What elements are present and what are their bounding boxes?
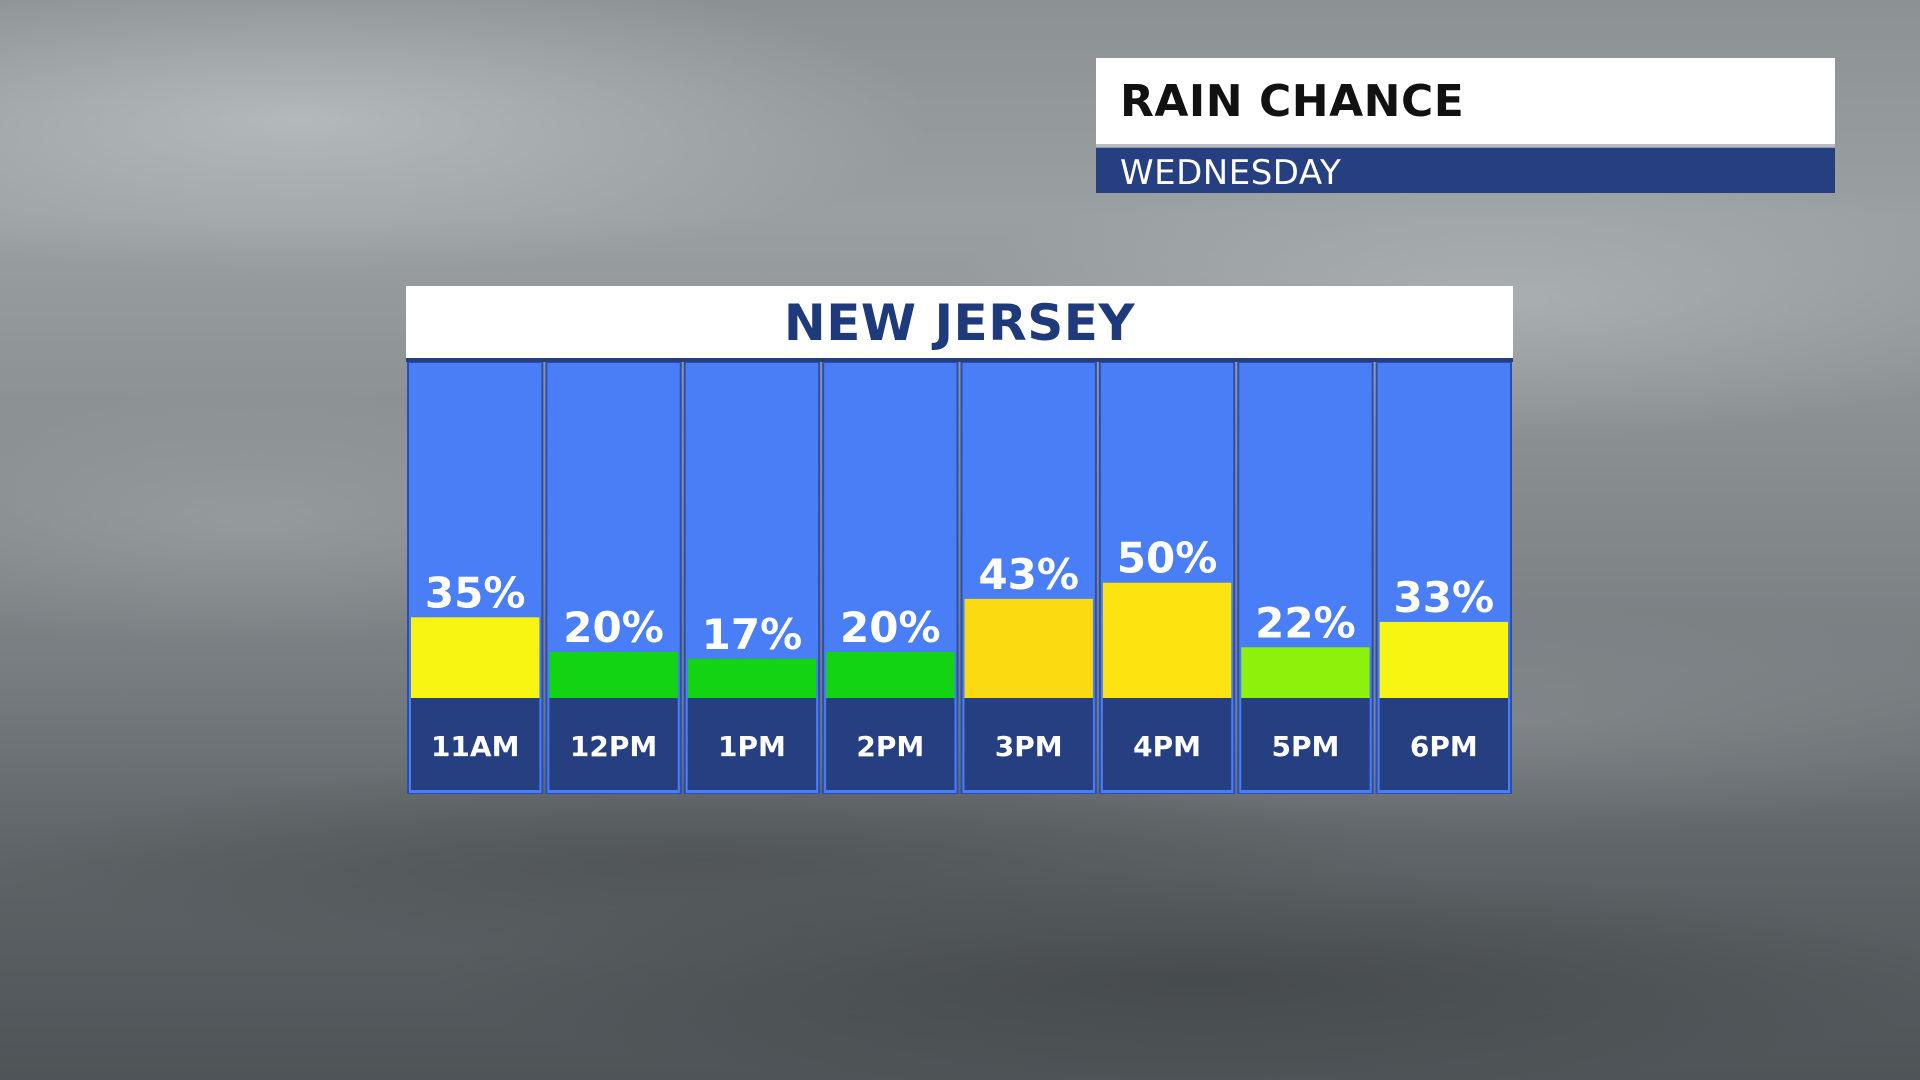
- category-label-6pm: 6PM: [1410, 730, 1478, 763]
- value-label-3pm: 43%: [978, 550, 1079, 599]
- category-band-6pm: [1379, 698, 1508, 790]
- category-label-3pm: 3PM: [995, 730, 1063, 763]
- value-label-4pm: 50%: [1117, 534, 1218, 583]
- value-label-11am: 35%: [425, 568, 526, 617]
- day-subtitle-box: WEDNESDAY: [1096, 148, 1835, 193]
- bar-12pm: [549, 651, 678, 698]
- category-label-4pm: 4PM: [1133, 730, 1201, 763]
- chart-title: NEW JERSEY: [783, 294, 1136, 352]
- bar-5pm: [1241, 647, 1370, 698]
- bar-3pm: [964, 598, 1093, 698]
- bar-1pm: [687, 658, 817, 698]
- graphic-title: RAIN CHANCE: [1120, 76, 1465, 127]
- bar-4pm: [1102, 582, 1232, 698]
- value-label-12pm: 20%: [563, 603, 664, 652]
- category-band-11am: [411, 698, 540, 790]
- bar-6pm: [1379, 621, 1508, 698]
- category-label-2pm: 2PM: [856, 730, 924, 763]
- category-band-5pm: [1241, 698, 1370, 790]
- category-label-11am: 11AM: [431, 730, 520, 763]
- value-label-1pm: 17%: [702, 610, 803, 659]
- category-label-5pm: 5PM: [1272, 730, 1340, 763]
- chart-panel: NEW JERSEY 35% 11AM 20% 12PM 17% 1PM 20% 2PM 43%…: [406, 286, 1513, 794]
- rain-chance-title-box: RAIN CHANCE: [1096, 58, 1835, 147]
- category-band-4pm: [1102, 698, 1232, 790]
- value-label-5pm: 22%: [1255, 598, 1356, 647]
- category-label-12pm: 12PM: [570, 730, 657, 763]
- category-band-1pm: [687, 698, 817, 790]
- category-band-2pm: [826, 698, 955, 790]
- bar-2pm: [826, 651, 955, 698]
- value-label-2pm: 20%: [840, 603, 941, 652]
- value-label-6pm: 33%: [1394, 573, 1495, 622]
- rain-chance-chart: 35% 11AM 20% 12PM 17% 1PM 20% 2PM 43% 3PM 50% 4PM 22…: [407, 362, 1512, 794]
- graphic-subtitle: WEDNESDAY: [1120, 153, 1342, 193]
- bar-11am: [411, 617, 540, 698]
- category-label-1pm: 1PM: [718, 730, 786, 763]
- category-band-12pm: [549, 698, 678, 790]
- chart-panel-header: NEW JERSEY: [406, 286, 1513, 362]
- category-band-3pm: [964, 698, 1093, 790]
